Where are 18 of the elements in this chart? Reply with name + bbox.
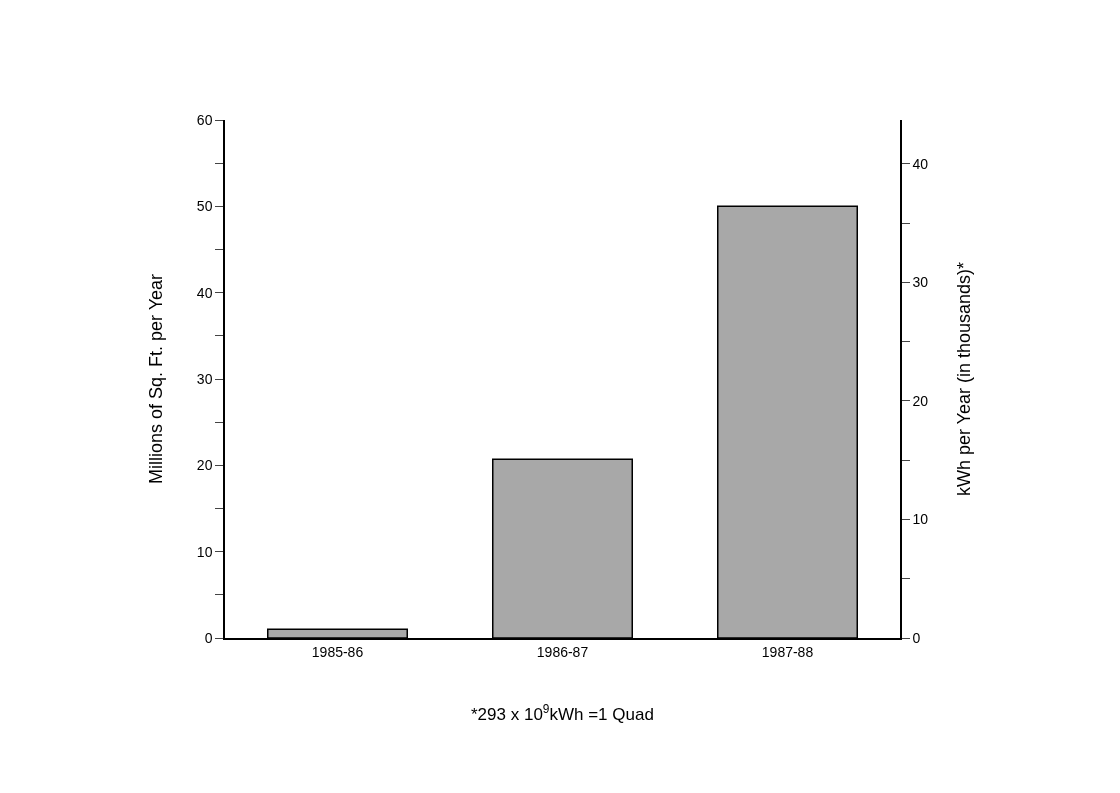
x-tick-label: 1986-87 <box>536 643 589 660</box>
y-tick-label: 10 <box>196 543 213 560</box>
y2-tick-label: 40 <box>912 155 929 172</box>
text: *293 x 10$^{9}$kWh =1 Quad <box>471 702 654 725</box>
y-tick-label: 40 <box>196 284 213 301</box>
y-tick-label: 50 <box>196 198 213 215</box>
y-tick-label: 20 <box>196 457 213 474</box>
y2-tick-label: 20 <box>912 392 929 409</box>
x-tick-label: 1985-86 <box>311 643 364 660</box>
x-tick-label: 1987-88 <box>761 643 814 660</box>
y-tick-label: 0 <box>204 629 213 646</box>
y2-axis-title: kWh per Year (in thousands)* <box>953 261 974 497</box>
y-axis-title: Millions of Sq. Ft. per Year <box>145 273 166 485</box>
y2-tick-label: 0 <box>912 629 921 646</box>
y2-tick-label: 10 <box>912 511 929 528</box>
y-tick-label: 30 <box>196 370 213 387</box>
y2-tick-label: 30 <box>912 274 929 291</box>
y-tick-label: 60 <box>196 111 213 128</box>
